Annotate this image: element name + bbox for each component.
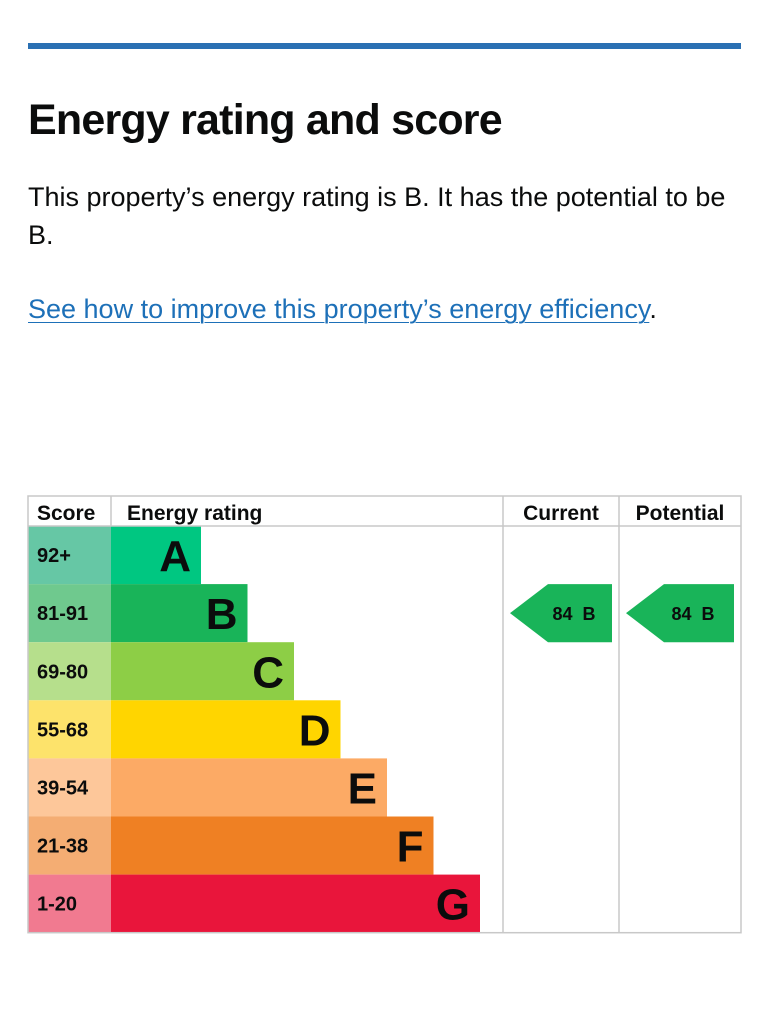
score-cell-e [28, 758, 111, 817]
link-suffix: . [649, 294, 657, 324]
score-cell-b [28, 584, 111, 643]
score-label-c: 69-80 [37, 661, 88, 683]
score-cell-c [28, 642, 111, 701]
table-border [27, 495, 742, 934]
rating-bar-a [111, 526, 201, 585]
improve-link-line: See how to improve this property’s energ… [28, 290, 657, 328]
score-cell-a [28, 526, 111, 585]
rating-bar-c [111, 642, 294, 701]
potential-rating-arrow [626, 584, 734, 643]
rating-bar-g [111, 874, 480, 933]
rating-bar-b [111, 584, 248, 643]
improve-efficiency-link[interactable]: See how to improve this property’s energ… [28, 294, 650, 324]
current-rating-label: 84 B [552, 604, 595, 624]
current-rating-arrow [510, 584, 612, 643]
rating-bar-d [111, 700, 341, 759]
rating-bar-e [111, 758, 387, 817]
score-label-e: 39-54 [37, 777, 89, 799]
rating-summary: This property’s energy rating is B. It h… [28, 182, 726, 250]
page-title: Energy rating and score [28, 96, 503, 144]
rating-bar-f [111, 816, 434, 875]
score-cell-d [28, 700, 111, 759]
rating-letter-d: D [299, 706, 331, 755]
header-potential: Potential [636, 502, 725, 525]
potential-rating-label: 84 B [671, 604, 714, 624]
rating-letter-g: G [436, 881, 470, 930]
header-score: Score [37, 502, 95, 525]
score-label-f: 21-38 [37, 836, 88, 858]
rating-letter-e: E [348, 764, 377, 813]
score-label-d: 55-68 [37, 719, 88, 741]
top-rule [28, 43, 741, 49]
score-cell-f [28, 816, 111, 875]
rating-letter-c: C [252, 648, 284, 697]
score-cell-g [28, 874, 111, 933]
header-energy-rating: Energy rating [127, 502, 262, 525]
rating-letter-a: A [159, 532, 191, 581]
score-label-b: 81-91 [37, 603, 88, 625]
rating-letter-f: F [397, 823, 424, 872]
header-current: Current [523, 502, 599, 525]
score-label-a: 92+ [37, 545, 71, 567]
rating-letter-b: B [206, 590, 238, 639]
score-label-g: 1-20 [37, 894, 77, 916]
